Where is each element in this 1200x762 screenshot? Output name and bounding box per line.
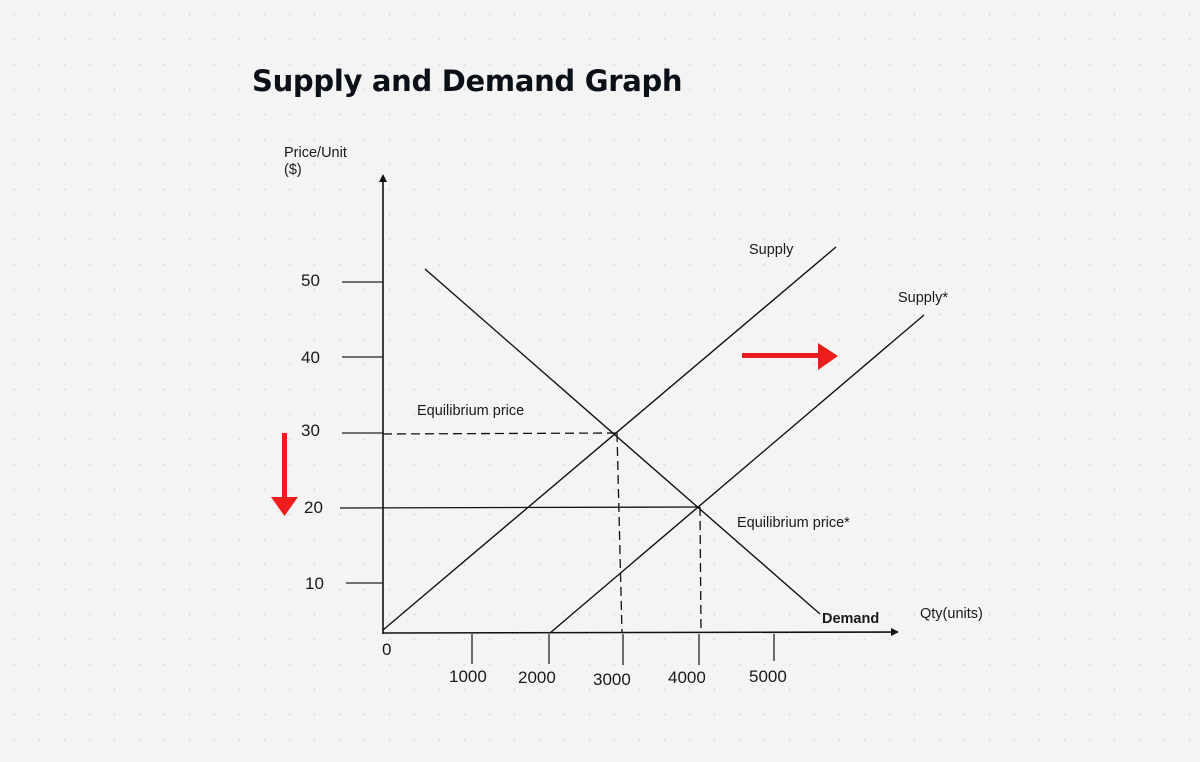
x-tick-2000: 2000 bbox=[518, 668, 556, 687]
x-tick-labels: 0 1000 2000 3000 4000 5000 bbox=[382, 640, 787, 689]
x-tick-5000: 5000 bbox=[749, 667, 787, 686]
chart-title: Supply and Demand Graph bbox=[252, 64, 683, 98]
demand-label: Demand bbox=[822, 611, 879, 627]
y-tick-labels: 50 40 30 20 10 bbox=[301, 271, 324, 593]
equilibrium-guides bbox=[382, 432, 702, 634]
eq-price-label: Equilibrium price bbox=[417, 403, 524, 419]
curves bbox=[382, 246, 925, 634]
eq-star-qty-dashed-vertical bbox=[699, 506, 702, 634]
origin-label: 0 bbox=[382, 640, 391, 659]
y-tick-20: 20 bbox=[304, 498, 323, 517]
y-ticks bbox=[342, 281, 383, 584]
eq-price-star-label: Equilibrium price* bbox=[737, 515, 850, 531]
x-tick-3000: 3000 bbox=[593, 670, 631, 689]
y-axis-label-line2: ($) bbox=[284, 162, 302, 178]
price-down-arrow-icon bbox=[271, 433, 298, 516]
y-tick-30: 30 bbox=[301, 421, 320, 440]
price-20-line bbox=[339, 506, 701, 509]
axes bbox=[379, 174, 899, 637]
y-tick-40: 40 bbox=[301, 348, 320, 367]
eq-qty-dashed-vertical bbox=[616, 432, 623, 634]
supply-curve bbox=[382, 246, 837, 631]
x-tick-1000: 1000 bbox=[449, 667, 487, 686]
y-tick-10: 10 bbox=[305, 574, 324, 593]
x-axis bbox=[382, 628, 899, 637]
x-axis-label: Qty(units) bbox=[920, 606, 983, 622]
eq-price-dashed-horizontal bbox=[382, 432, 617, 435]
x-ticks bbox=[471, 634, 775, 665]
y-axis-label-line1: Price/Unit bbox=[284, 145, 347, 161]
supply-star-label: Supply* bbox=[898, 290, 948, 306]
x-tick-4000: 4000 bbox=[668, 668, 706, 687]
supply-shift-right-arrow-icon bbox=[742, 343, 838, 370]
supply-star-curve bbox=[549, 314, 925, 634]
y-tick-50: 50 bbox=[301, 271, 320, 290]
demand-curve bbox=[424, 268, 821, 615]
supply-label: Supply bbox=[749, 242, 794, 258]
